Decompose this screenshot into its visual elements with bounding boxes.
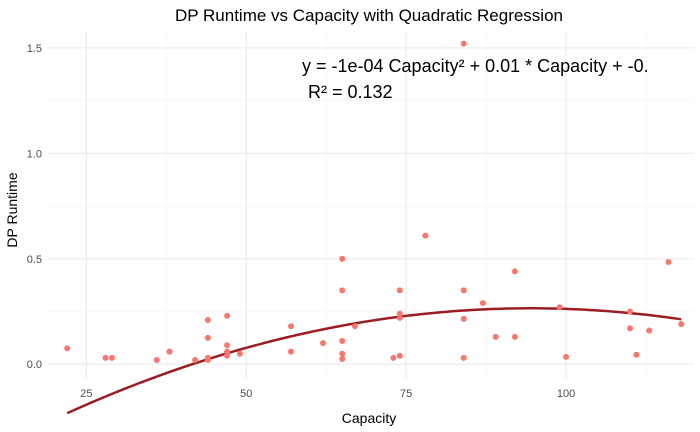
data-point [204, 334, 211, 341]
data-point [339, 355, 346, 362]
data-point [153, 357, 160, 364]
grid [48, 31, 694, 379]
data-point [224, 342, 231, 349]
data-point [396, 310, 403, 317]
data-point [320, 340, 327, 347]
x-tick-label: 75 [400, 388, 412, 400]
x-tick-label: 50 [240, 388, 252, 400]
data-point [288, 323, 295, 330]
data-point [511, 268, 518, 275]
data-point [492, 333, 499, 340]
y-tick-label: 1.0 [27, 148, 42, 160]
data-point [339, 255, 346, 262]
data-point [224, 352, 231, 359]
data-point [396, 314, 403, 321]
data-point [224, 348, 231, 355]
data-point [396, 352, 403, 359]
data-point [102, 354, 109, 361]
data-point [339, 287, 346, 294]
data-point [236, 350, 243, 357]
data-point [108, 354, 115, 361]
data-point [556, 304, 563, 311]
data-point [627, 308, 634, 315]
data-point [665, 258, 672, 265]
x-tick-label: 100 [557, 388, 575, 400]
data-point [511, 333, 518, 340]
data-point [633, 351, 640, 358]
y-tick-label: 1.5 [27, 43, 42, 55]
data-points [64, 40, 685, 364]
data-point [479, 300, 486, 307]
data-point [204, 316, 211, 323]
data-point [646, 327, 653, 334]
y-tick-label: 0.5 [27, 254, 42, 266]
data-point [204, 357, 211, 364]
y-axis-ticks: 0.0 0.5 1.0 1.5 [27, 43, 42, 371]
r-squared-label: R² = 0.132 [308, 82, 393, 102]
data-point [460, 40, 467, 47]
chart-title: DP Runtime vs Capacity with Quadratic Re… [175, 6, 563, 25]
data-point [224, 312, 231, 319]
data-point [192, 357, 199, 364]
y-axis-title: DP Runtime [4, 172, 20, 247]
data-point [460, 287, 467, 294]
data-point [460, 315, 467, 322]
regression-curve [66, 307, 682, 415]
data-point [678, 321, 685, 328]
data-point [563, 353, 570, 360]
x-axis-ticks: 25 50 75 100 [80, 388, 575, 400]
x-tick-label: 25 [80, 388, 92, 400]
x-axis-title: Capacity [342, 410, 396, 426]
y-tick-label: 0.0 [27, 359, 42, 371]
regression-equation: y = -1e-04 Capacity² + 0.01 * Capacity +… [302, 56, 649, 76]
data-point [166, 348, 173, 355]
data-point [64, 345, 71, 352]
data-point [288, 348, 295, 355]
data-point [460, 354, 467, 361]
data-point [339, 350, 346, 357]
data-point [396, 287, 403, 294]
data-point [352, 323, 359, 330]
data-point [422, 232, 429, 239]
data-point [339, 338, 346, 345]
data-point [390, 354, 397, 361]
data-point [627, 325, 634, 332]
